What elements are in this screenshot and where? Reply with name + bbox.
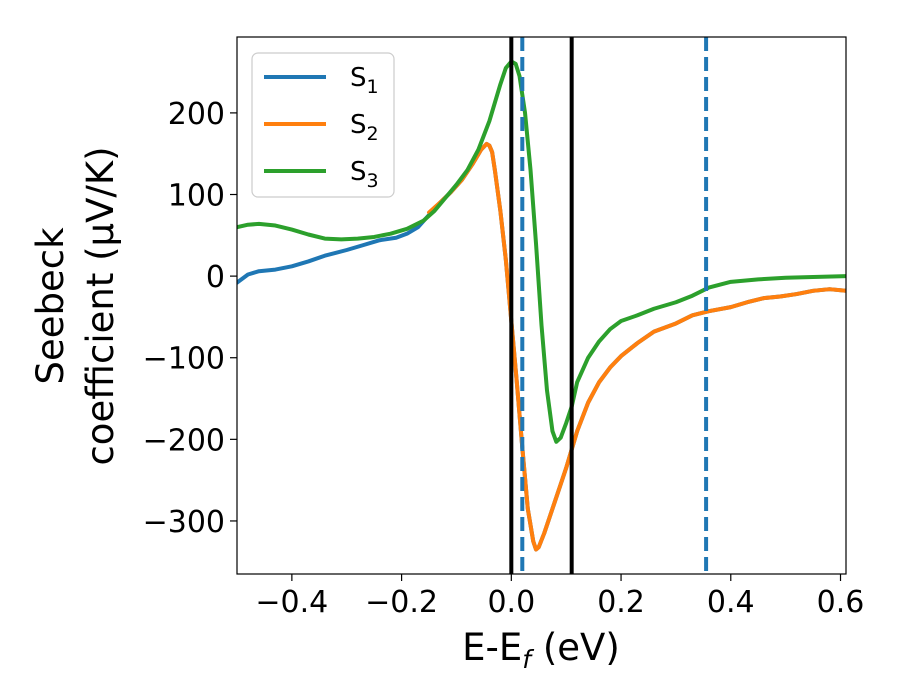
x-tick-label: 0.0 [487,585,535,620]
legend-label-1: S1 [350,63,379,98]
legend: S1 S2 S3 [251,52,395,198]
x-axis-ticks: −0.4 −0.2 0.0 0.2 0.4 0.6 [255,574,864,620]
y-tick-label: 100 [168,179,225,214]
x-tick-label: 0.2 [597,585,645,620]
y-tick-label: 200 [168,97,225,132]
x-tick-label: 0.4 [707,585,755,620]
y-axis-ticks: −300 −200 −100 0 100 200 [143,97,237,540]
x-tick-label: −0.2 [365,585,438,620]
y-tick-label: −200 [143,423,225,458]
series-line-2 [427,141,846,552]
x-axis-title: E-Ef (eV) [462,626,620,674]
series-line-3 [237,59,846,444]
y-tick-label: −300 [143,505,225,540]
plot-frame [236,36,847,575]
y-tick-label: −100 [143,342,225,377]
legend-label-2: S2 [350,110,379,145]
x-tick-label: 0.6 [817,585,865,620]
x-tick-label: −0.4 [255,585,328,620]
y-tick-label: 0 [206,260,225,295]
y-axis-title-line2: coefficient (μV/K) [79,146,122,465]
y-axis-title-line1: Seebeck [29,227,72,385]
y-axis-title: Seebeck coefficient (μV/K) [29,146,122,465]
vertical-lines [509,37,709,574]
legend-label-3: S3 [350,157,379,192]
